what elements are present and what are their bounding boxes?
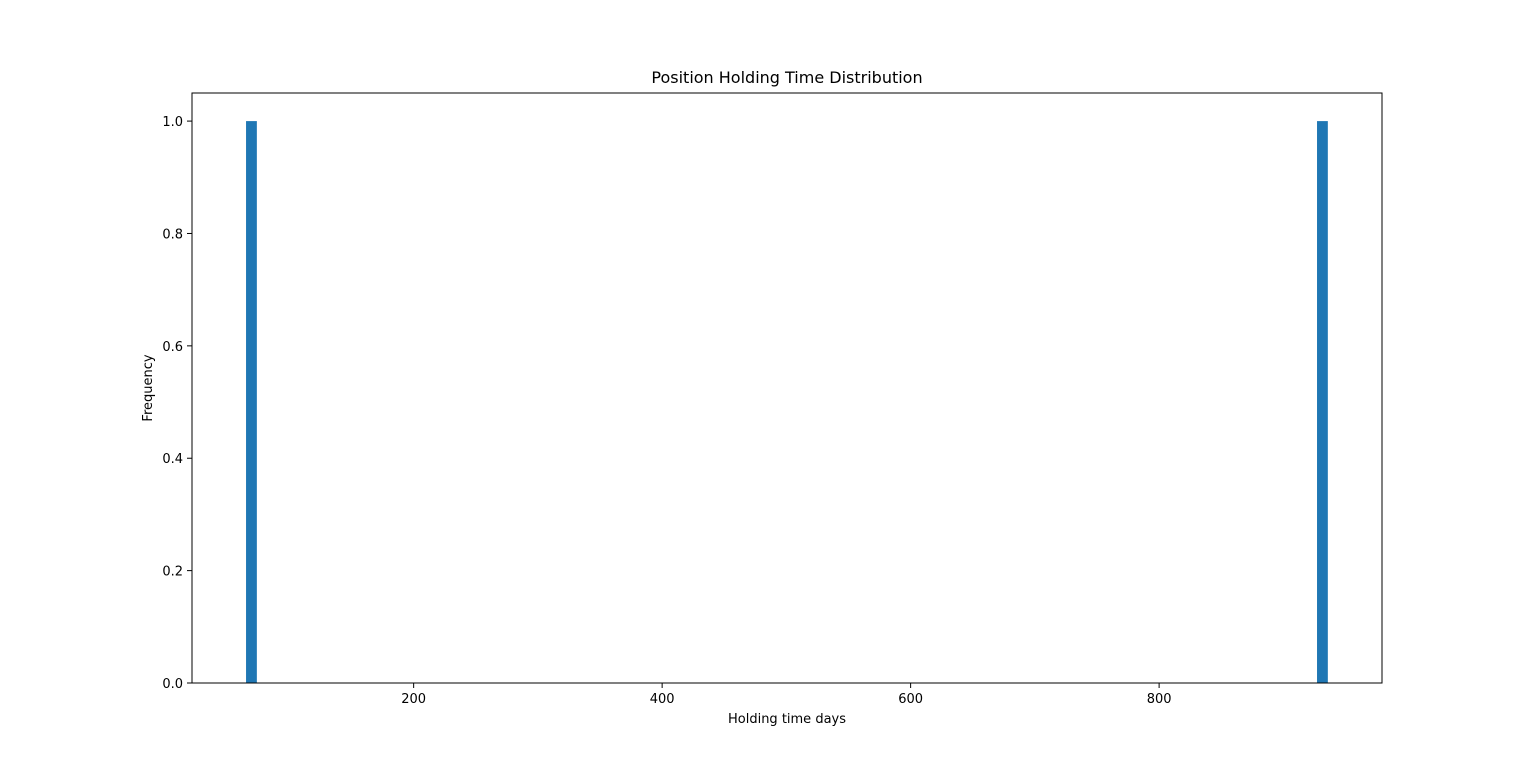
chart-title: Position Holding Time Distribution xyxy=(651,68,922,87)
x-axis-ticks: 200 400 600 800 xyxy=(401,683,1172,707)
y-tick-label: 0.8 xyxy=(162,227,183,242)
y-axis-ticks: 0.0 0.2 0.4 0.6 0.8 1.0 xyxy=(162,115,192,692)
y-tick-label: 0.6 xyxy=(162,340,183,355)
plot-frame xyxy=(191,92,1383,684)
x-tick-label: 800 xyxy=(1147,692,1172,707)
x-tick-label: 600 xyxy=(898,692,923,707)
histogram-bar xyxy=(1317,121,1328,684)
y-tick-label: 1.0 xyxy=(162,115,183,130)
x-tick-label: 200 xyxy=(401,692,426,707)
histogram-bar xyxy=(246,121,257,684)
y-axis-label: Frequency xyxy=(141,354,156,421)
x-axis-label: Holding time days xyxy=(728,712,846,727)
bars-layer xyxy=(246,121,1328,684)
y-tick-label: 0.4 xyxy=(162,452,183,467)
y-tick-label: 0.0 xyxy=(162,677,183,692)
x-tick-label: 400 xyxy=(650,692,675,707)
y-tick-label: 0.2 xyxy=(162,565,183,580)
